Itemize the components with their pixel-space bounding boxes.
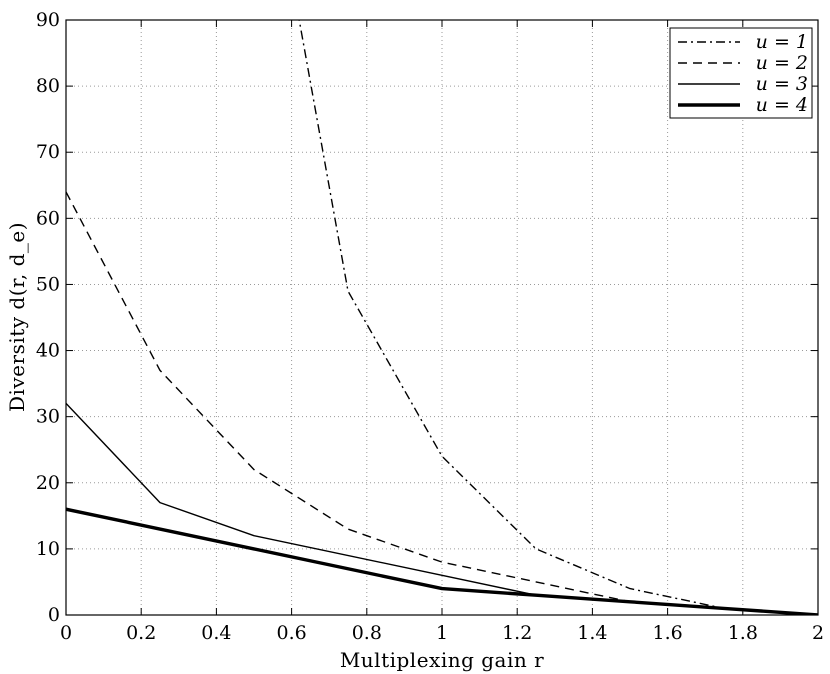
- tick-marks: [65, 19, 819, 616]
- x-tick-label: 1.2: [502, 622, 532, 644]
- legend-label-3: u = 3: [756, 73, 808, 95]
- x-tick-label: 1.4: [577, 622, 607, 644]
- y-tick-label: 40: [36, 340, 60, 362]
- y-tick-label: 90: [36, 9, 60, 31]
- y-tick-labels: 0 10 20 30 40 50 60 70 80 90: [36, 9, 60, 626]
- y-tick-label: 0: [48, 604, 60, 626]
- series-line-2: [66, 191, 818, 615]
- x-tick-label: 1.8: [728, 622, 758, 644]
- x-axis-label: Multiplexing gain r: [340, 648, 544, 672]
- y-tick-label: 70: [36, 141, 60, 163]
- legend-label-4: u = 4: [756, 94, 808, 116]
- legend-label-1: u = 1: [756, 31, 808, 53]
- series-lines: [66, 20, 818, 615]
- x-tick-label: 0.2: [126, 622, 156, 644]
- x-tick-label: 1: [436, 622, 448, 644]
- series-line-4: [66, 507, 818, 615]
- plot-frame: [65, 19, 819, 616]
- x-tick-label: 2: [812, 622, 824, 644]
- legend-box: [669, 27, 813, 119]
- grid-lines: [66, 20, 818, 615]
- x-tick-label: 0.6: [276, 622, 306, 644]
- x-tick-label: 0: [60, 622, 72, 644]
- x-tick-label: 1.6: [652, 622, 682, 644]
- legend: u = 1u = 2u = 3u = 4: [669, 27, 813, 119]
- y-tick-label: 80: [36, 75, 60, 97]
- x-tick-label: 0.4: [201, 622, 231, 644]
- legend-label-2: u = 2: [756, 52, 808, 74]
- y-tick-label: 50: [36, 273, 60, 295]
- x-tick-labels: 0 0.2 0.4 0.6 0.8 1 1.2 1.4 1.6 1.8 2: [60, 622, 824, 644]
- y-tick-label: 10: [36, 538, 60, 560]
- plot-background: [66, 20, 818, 615]
- y-tick-label: 30: [36, 406, 60, 428]
- y-axis-label: Diversity d(r, d_e): [5, 222, 29, 412]
- y-tick-label: 60: [36, 207, 60, 229]
- y-tick-label: 20: [36, 472, 60, 494]
- x-tick-label: 0.8: [352, 622, 382, 644]
